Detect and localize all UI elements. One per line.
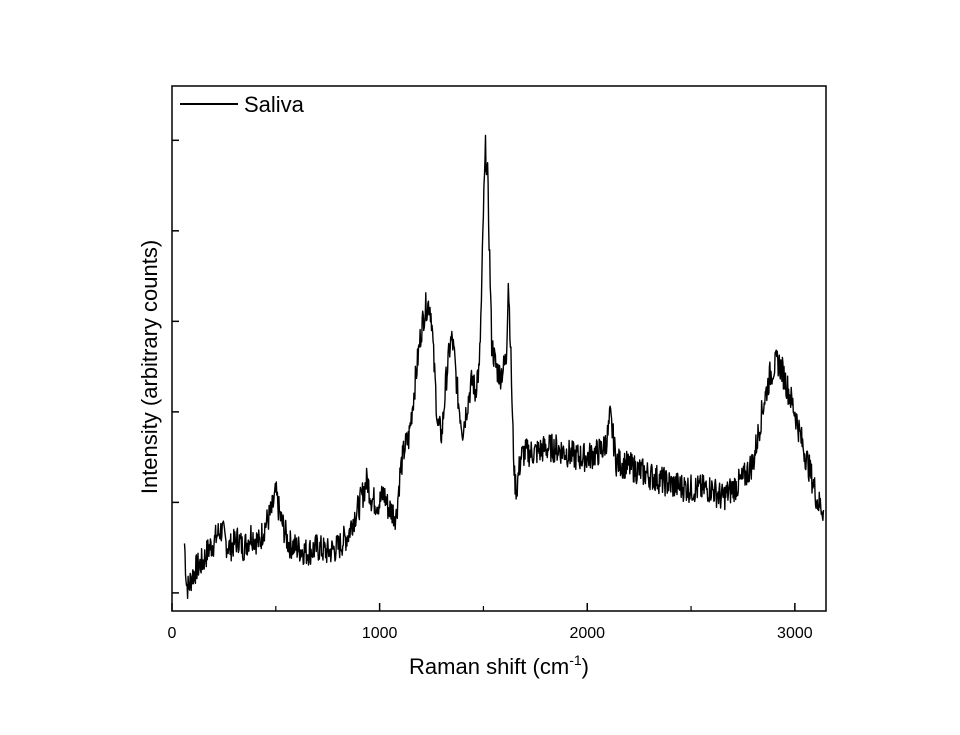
x-tick-label: 2000 [569, 625, 605, 642]
x-axis-ticks: 0 1000 2000 3000 [168, 603, 813, 642]
x-axis-title: Raman shift (cm-1) [409, 652, 589, 679]
x-tick-label: 0 [168, 625, 177, 642]
y-axis-title: Intensity (arbitrary counts) [137, 240, 162, 494]
series-layer [183, 134, 825, 599]
legend-label-saliva: Saliva [244, 92, 305, 117]
x-tick-label: 1000 [362, 625, 398, 642]
plot-area-frame [171, 85, 827, 612]
y-axis-ticks [172, 139, 179, 594]
x-tick-label: 3000 [777, 625, 813, 642]
series-line-saliva [183, 134, 825, 599]
legend: Saliva [180, 92, 305, 117]
